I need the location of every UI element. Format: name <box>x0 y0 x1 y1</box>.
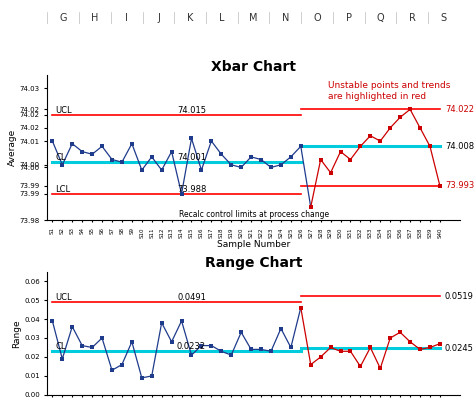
Title: Range Chart: Range Chart <box>205 256 302 270</box>
Text: Recalc control limits at process change: Recalc control limits at process change <box>179 210 328 219</box>
Text: L: L <box>219 13 225 23</box>
Text: N: N <box>282 13 289 23</box>
Text: 74.008: 74.008 <box>445 142 474 151</box>
Text: K: K <box>187 13 193 23</box>
Title: Xbar Chart: Xbar Chart <box>211 60 296 74</box>
Text: O: O <box>313 13 321 23</box>
Text: S: S <box>441 13 447 23</box>
Text: H: H <box>91 13 99 23</box>
Text: 74.022: 74.022 <box>445 105 474 114</box>
Text: G: G <box>60 13 67 23</box>
Text: Q: Q <box>377 13 384 23</box>
Text: UCL: UCL <box>55 293 72 302</box>
Y-axis label: Average: Average <box>8 129 17 166</box>
Text: J: J <box>157 13 160 23</box>
Text: UCL: UCL <box>55 106 72 114</box>
Text: LCL: LCL <box>55 185 71 194</box>
Text: P: P <box>346 13 352 23</box>
Text: 74.015: 74.015 <box>177 106 206 114</box>
Text: R: R <box>409 13 416 23</box>
X-axis label: Sample Number: Sample Number <box>217 241 290 249</box>
Text: 0.0519: 0.0519 <box>445 292 474 301</box>
Text: CL: CL <box>55 342 66 351</box>
Text: 74.001: 74.001 <box>177 153 206 162</box>
Text: CL: CL <box>55 153 66 162</box>
Text: 73.993: 73.993 <box>445 181 474 190</box>
Text: 0.0232: 0.0232 <box>177 342 206 351</box>
Text: 0.0245: 0.0245 <box>445 344 474 353</box>
Text: M: M <box>249 13 258 23</box>
Text: I: I <box>125 13 128 23</box>
Y-axis label: Range: Range <box>12 319 21 347</box>
Text: 0.0491: 0.0491 <box>177 293 206 302</box>
Text: Unstable points and trends
are highlighted in red: Unstable points and trends are highlight… <box>328 81 450 101</box>
Text: 73.988: 73.988 <box>177 185 206 194</box>
